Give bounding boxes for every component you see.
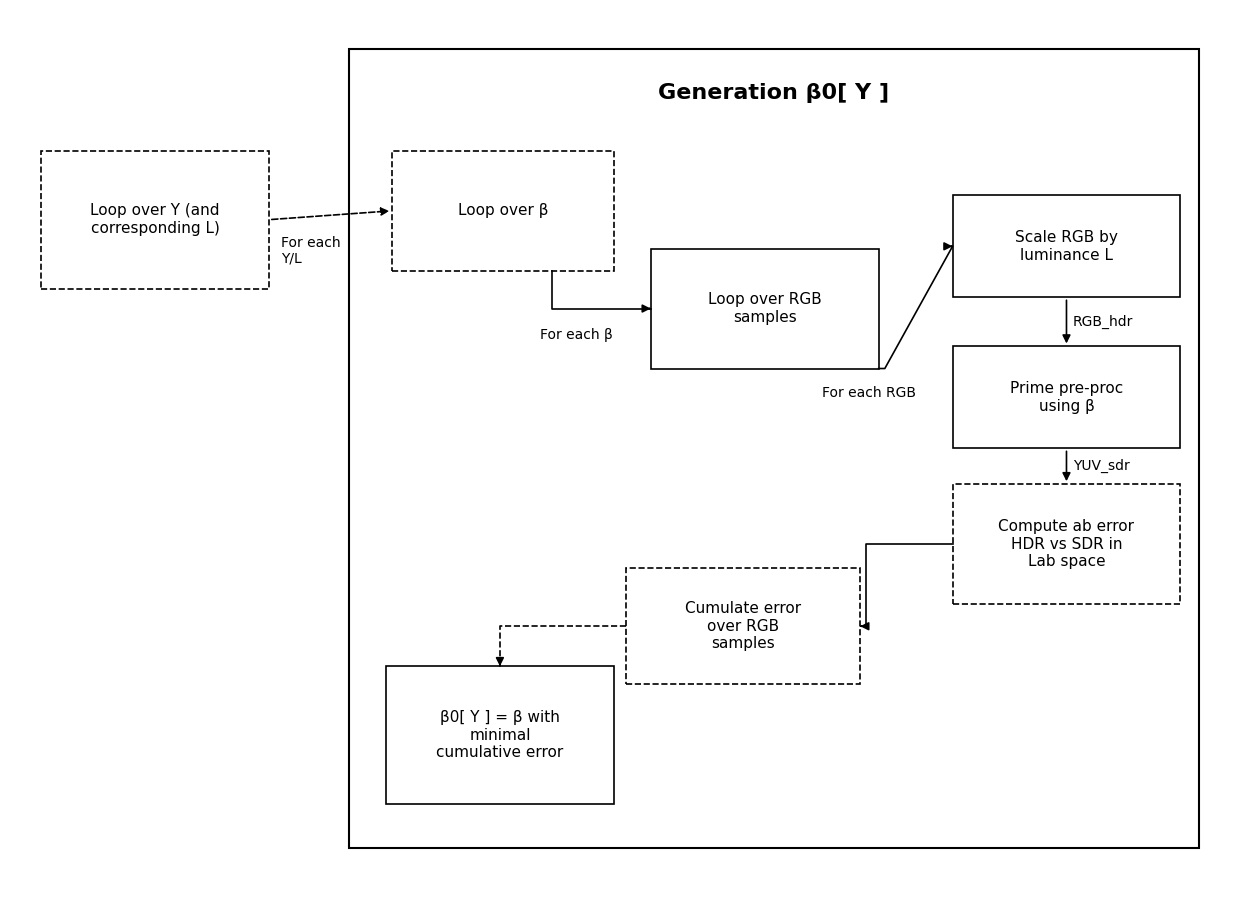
FancyBboxPatch shape: [348, 48, 1199, 849]
FancyBboxPatch shape: [952, 346, 1180, 448]
Text: For each
Y/L: For each Y/L: [281, 236, 341, 266]
Text: For each β: For each β: [539, 328, 613, 342]
Text: YUV_sdr: YUV_sdr: [1073, 459, 1130, 474]
FancyBboxPatch shape: [41, 151, 269, 289]
Text: Cumulate error
over RGB
samples: Cumulate error over RGB samples: [686, 601, 801, 651]
Text: Loop over RGB
samples: Loop over RGB samples: [708, 292, 822, 325]
Text: Scale RGB by
luminance L: Scale RGB by luminance L: [1016, 231, 1118, 263]
FancyBboxPatch shape: [952, 484, 1180, 604]
FancyBboxPatch shape: [392, 151, 614, 271]
Text: β0[ Y ] = β with
minimal
cumulative error: β0[ Y ] = β with minimal cumulative erro…: [436, 710, 563, 760]
Text: Prime pre-proc
using β: Prime pre-proc using β: [1009, 381, 1123, 414]
FancyBboxPatch shape: [651, 248, 879, 369]
Text: Compute ab error
HDR vs SDR in
Lab space: Compute ab error HDR vs SDR in Lab space: [998, 519, 1135, 569]
Text: Loop over β: Loop over β: [458, 204, 548, 218]
Text: Loop over Y (and
corresponding L): Loop over Y (and corresponding L): [91, 204, 219, 236]
FancyBboxPatch shape: [386, 666, 614, 804]
FancyBboxPatch shape: [952, 196, 1180, 298]
Text: For each RGB: For each RGB: [822, 387, 916, 400]
FancyBboxPatch shape: [626, 569, 861, 684]
Text: Generation β0[ Y ]: Generation β0[ Y ]: [658, 83, 889, 103]
Text: RGB_hdr: RGB_hdr: [1073, 315, 1133, 329]
